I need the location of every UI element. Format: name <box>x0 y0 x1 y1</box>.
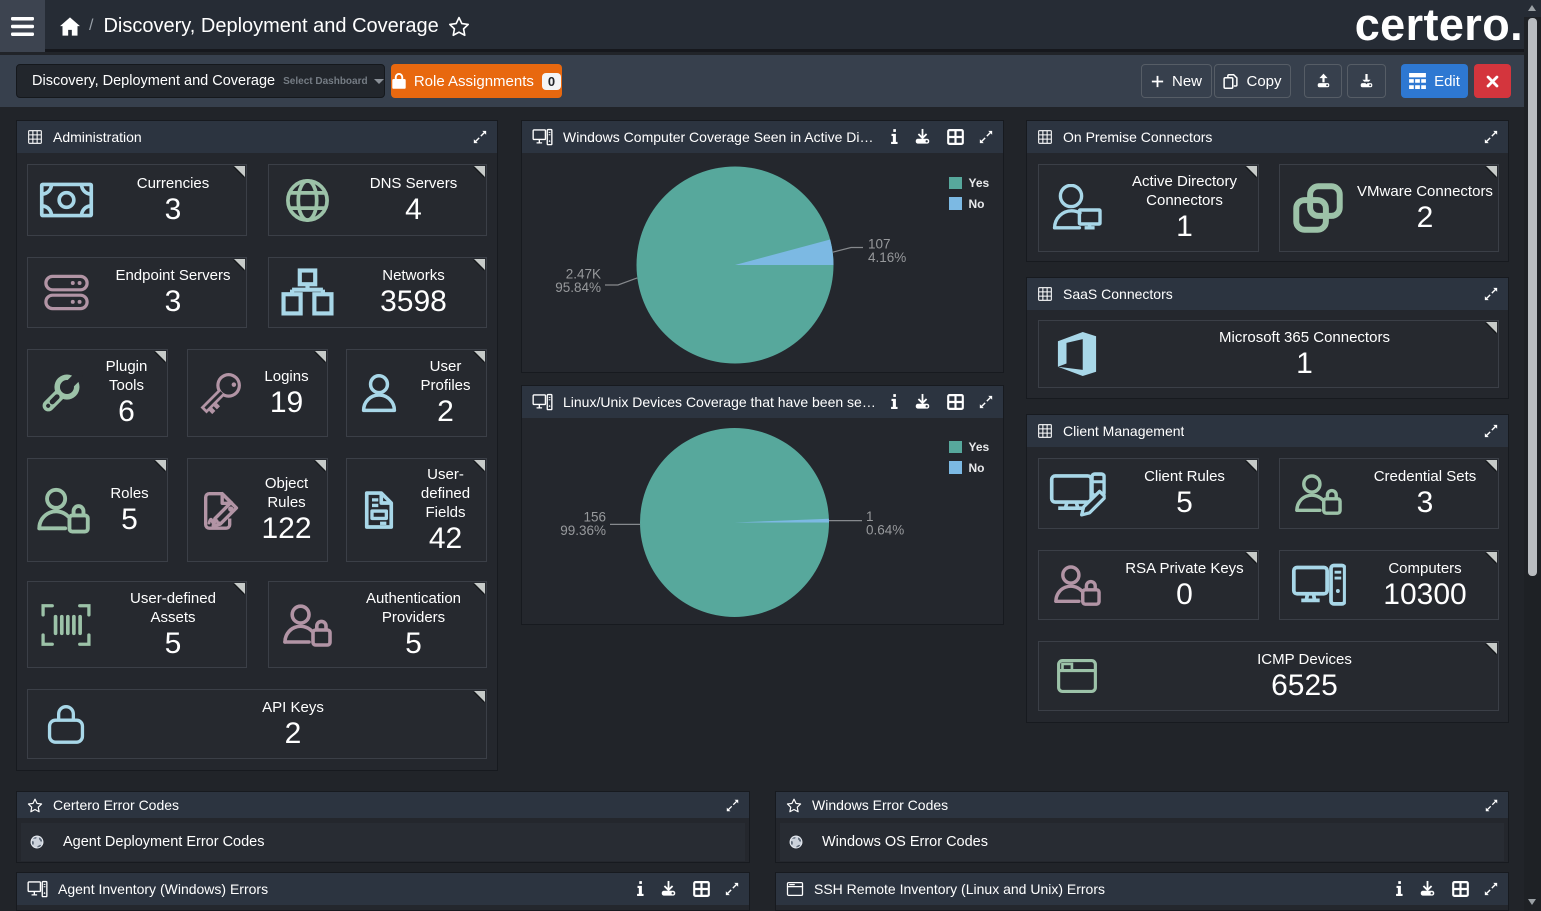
svg-text:156: 156 <box>583 510 606 525</box>
svg-text:107: 107 <box>868 237 891 252</box>
svg-text:95.84%: 95.84% <box>555 280 601 295</box>
svg-text:2.47K: 2.47K <box>566 267 601 282</box>
svg-text:99.36%: 99.36% <box>560 523 606 538</box>
svg-text:4.16%: 4.16% <box>868 250 906 265</box>
svg-text:1: 1 <box>866 509 874 524</box>
svg-text:0.64%: 0.64% <box>866 523 904 538</box>
